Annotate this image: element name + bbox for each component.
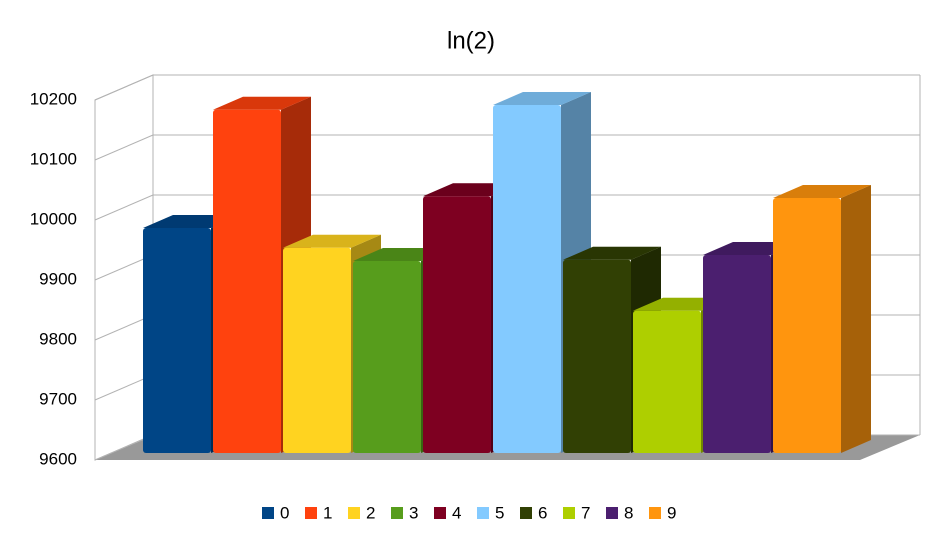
- chart-title: ln(2): [447, 27, 495, 54]
- bar: [213, 109, 281, 454]
- legend-label: 5: [495, 503, 504, 522]
- legend-label: 0: [280, 503, 289, 522]
- legend-label: 8: [624, 503, 633, 522]
- bar: [493, 105, 561, 453]
- legend-swatch: [391, 507, 403, 519]
- legend-swatch: [606, 507, 618, 519]
- bar-top-shade: [213, 96, 311, 110]
- bar: [283, 247, 351, 453]
- bar-top: [773, 185, 871, 198]
- bar-side-shade: [841, 185, 871, 453]
- bar: [143, 228, 211, 453]
- legend-swatch: [348, 507, 360, 519]
- y-tick-label: 10000: [30, 209, 77, 228]
- bar: [773, 198, 841, 453]
- bar-side: [841, 185, 871, 453]
- bar: [703, 255, 771, 453]
- bar-top: [213, 96, 311, 110]
- legend-swatch: [262, 507, 274, 519]
- y-tick-label: 10200: [30, 89, 77, 108]
- y-tick-label: 10100: [30, 149, 77, 168]
- legend-label: 1: [323, 503, 332, 522]
- grid-line: [94, 194, 154, 221]
- bar: [423, 196, 491, 453]
- legend-swatch: [305, 507, 317, 519]
- legend-swatch: [649, 507, 661, 519]
- bar: [563, 259, 631, 453]
- legend-label: 4: [452, 503, 461, 522]
- legend-swatch: [434, 507, 446, 519]
- legend-swatch: [563, 507, 575, 519]
- bar: [353, 261, 421, 453]
- bar: [633, 310, 701, 453]
- bar-top-shade: [283, 234, 381, 248]
- y-tick-label: 9800: [39, 329, 77, 348]
- bar-top-shade: [773, 185, 871, 198]
- grid-line: [94, 134, 154, 161]
- bar-top: [493, 92, 591, 105]
- y-tick-label: 9900: [39, 269, 77, 288]
- legend-label: 6: [538, 503, 547, 522]
- bar-top: [563, 246, 661, 260]
- legend-label: 3: [409, 503, 418, 522]
- legend-label: 2: [366, 503, 375, 522]
- bar-top-shade: [563, 246, 661, 260]
- y-tick-label: 9600: [39, 449, 77, 468]
- bar-top-shade: [493, 92, 591, 105]
- legend-swatch: [477, 507, 489, 519]
- grid-line: [94, 74, 154, 101]
- legend-swatch: [520, 507, 532, 519]
- legend-label: 7: [581, 503, 590, 522]
- legend-label: 9: [667, 503, 676, 522]
- bar-top: [283, 234, 381, 248]
- y-tick-label: 9700: [39, 389, 77, 408]
